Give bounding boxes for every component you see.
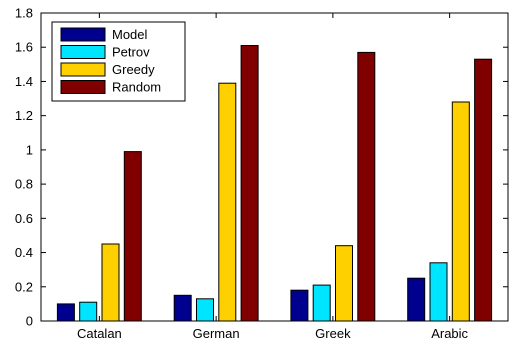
- bar-random-catalan: [123, 151, 142, 322]
- legend-label-greedy: Greedy: [112, 62, 155, 77]
- y-tick-label: 0.6: [15, 211, 33, 226]
- bar-model-german: [173, 294, 192, 322]
- x-tick-label: Arabic: [431, 326, 468, 341]
- legend-swatch-petrov: [60, 45, 106, 59]
- bar-greedy-german: [218, 82, 237, 322]
- bar-model-catalan: [56, 303, 75, 322]
- legend-swatch-model: [60, 27, 106, 42]
- y-tick-label: 1.4: [15, 74, 33, 89]
- plot-area: [56, 45, 493, 322]
- y-tick-label: 1.2: [15, 108, 33, 123]
- legend-label-random: Random: [112, 80, 161, 95]
- y-tick-label: 0: [26, 314, 33, 329]
- bar-petrov-catalan: [79, 301, 98, 322]
- y-tick-label: 1: [26, 142, 33, 157]
- bar-petrov-arabic: [429, 262, 448, 322]
- plot-frame: [40, 12, 509, 322]
- bar-petrov-greek: [312, 284, 331, 322]
- y-tick-label: 1.8: [15, 6, 33, 21]
- x-tick-label: Catalan: [77, 326, 122, 341]
- x-tick-label: Greek: [315, 326, 351, 341]
- bar-greedy-catalan: [101, 243, 120, 322]
- x-tick-label: German: [193, 326, 240, 341]
- bar-petrov-german: [196, 298, 214, 322]
- legend-swatch-greedy: [60, 62, 106, 77]
- y-tick-label: 0.8: [15, 177, 33, 192]
- axes: 0 0.2 0.4 0.6 0.8 1 1.2 1.4 1.6 1.8 Catalan German G…: [15, 6, 509, 341]
- bar-model-greek: [290, 289, 309, 322]
- bar-greedy-greek: [335, 245, 353, 322]
- y-tick-label: 0.2: [15, 279, 33, 294]
- y-tick-label: 0.4: [15, 245, 33, 260]
- bar-random-german: [240, 45, 259, 322]
- bar-random-arabic: [474, 58, 493, 322]
- legend-label-model: Model: [112, 27, 148, 42]
- bar-model-arabic: [407, 277, 426, 322]
- legend: Model Petrov Greedy Random: [51, 21, 186, 102]
- y-tick-label: 1.6: [15, 40, 33, 55]
- legend-swatch-random: [60, 80, 106, 94]
- bar-random-greek: [357, 51, 376, 322]
- legend-label-petrov: Petrov: [112, 45, 150, 60]
- bar-greedy-arabic: [451, 101, 470, 322]
